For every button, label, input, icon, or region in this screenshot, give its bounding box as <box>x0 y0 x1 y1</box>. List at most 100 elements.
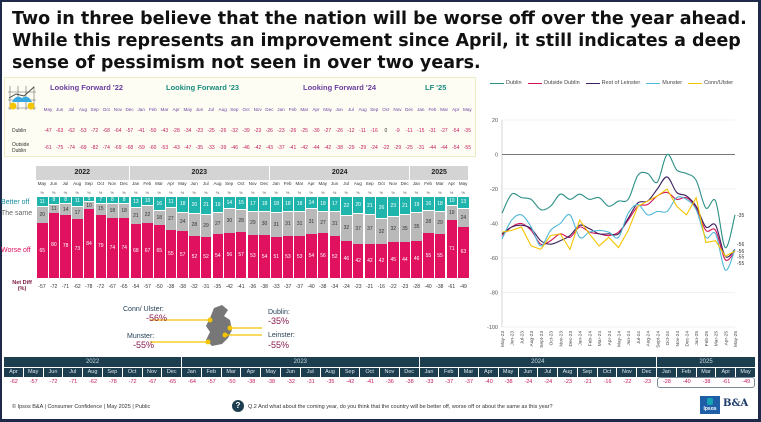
page-title: Two in three believe that the nation wil… <box>12 9 747 73</box>
bar-segment-worse-off: 79 <box>95 214 106 278</box>
bar-segment-worse-off: 80 <box>48 212 60 278</box>
lf-value: -26 <box>335 128 343 134</box>
bar-segment-worse-off: 46 <box>341 240 352 278</box>
bottom-table-value: -57 <box>207 379 216 385</box>
net-diff-value: -72 <box>50 284 58 290</box>
bar-segment-better-off: 17 <box>247 197 259 211</box>
x-tick-label: Sept-24 <box>655 331 661 348</box>
bar-segment-worse-off: 42 <box>376 243 387 278</box>
bar-segment-better-off: 13 <box>130 197 142 208</box>
bar-segment-worse-off: 45 <box>388 241 399 278</box>
ba-logo: B&A <box>723 398 749 409</box>
lf-value: -34 <box>184 128 192 134</box>
bar-segment-the-same: 37 <box>352 213 364 244</box>
bar-month-label: Oct <box>237 181 245 186</box>
bar-segment-the-same: 17 <box>72 205 83 220</box>
lf-month: Sep <box>90 107 99 112</box>
bar-unit-label: % <box>402 190 407 195</box>
bottom-table-value: -38 <box>267 379 276 385</box>
lf-month: May <box>463 107 472 112</box>
bar-year-header: 2024 <box>270 166 410 180</box>
bar-unit-label: % <box>133 190 138 195</box>
net-diff-value: -34 <box>330 284 339 290</box>
lf-month: Dec <box>125 107 134 112</box>
lf-value: -68 <box>102 128 110 134</box>
lf-value: -72 <box>90 128 99 134</box>
ireland-map <box>150 305 262 346</box>
net-diff-value: -72 <box>96 284 105 290</box>
lf-value: -68 <box>125 145 134 151</box>
bar-segment-better-off: 20 <box>352 197 364 214</box>
x-tick-label: Apr-24 <box>607 331 613 346</box>
bar-month-label: Jun <box>190 181 198 186</box>
net-diff-value: -16 <box>377 284 385 290</box>
bar-month-label: Nov <box>248 181 257 186</box>
bottom-table-month: Feb <box>201 368 222 377</box>
y-tick-label: 0 <box>495 153 498 159</box>
bottom-table-value: -62 <box>89 379 98 385</box>
bottom-table-value: -49 <box>742 379 751 385</box>
bar-unit-label: % <box>215 190 220 195</box>
lf-value: -64 <box>114 128 122 134</box>
bar-month-label: Dec <box>119 181 128 186</box>
bar-month-label: Dec <box>260 181 269 186</box>
bar-segment-the-same: 32 <box>376 218 387 244</box>
y-tick-label: -40 <box>490 222 498 228</box>
bottom-table-month: Apr <box>478 368 499 377</box>
bar-year-header: 2023 <box>129 166 269 180</box>
bar-segment-the-same: 29 <box>200 213 212 237</box>
bottom-table-month: Apr <box>716 368 737 377</box>
lf-month: Mar <box>160 107 169 112</box>
lf-value: -62 <box>67 128 75 134</box>
lf-value: -29 <box>358 145 367 151</box>
bar-segment-worse-off: 46 <box>411 240 422 278</box>
bar-segment-better-off: 10 <box>446 197 457 206</box>
bottom-table-value: -38 <box>702 379 711 385</box>
bottom-table-value: -67 <box>148 379 157 385</box>
lf-value: -44 <box>440 145 448 151</box>
net-diff-value: -37 <box>284 284 292 290</box>
bar-unit-label: % <box>51 190 56 195</box>
x-tick-label: Apr-25 <box>723 331 729 346</box>
bar-unit-label: % <box>75 190 79 195</box>
lf-month: Aug <box>358 107 367 112</box>
bar-segment-better-off: 21 <box>399 197 411 214</box>
bar-unit-label: % <box>309 190 313 195</box>
bar-unit-label: % <box>321 190 325 195</box>
lf-value: -54 <box>452 145 460 151</box>
net-diff-value: -36 <box>248 284 257 290</box>
line-series-conn-ulster <box>501 188 736 258</box>
bottom-table-month: Nov <box>617 368 638 377</box>
bar-segment-the-same: 37 <box>364 214 376 244</box>
lf-value: -43 <box>160 128 169 134</box>
bar-month-label: Sep <box>365 181 374 186</box>
bar-segment-better-off: 18 <box>294 197 305 212</box>
lf-month: Sep <box>230 107 239 112</box>
line-end-label: -35 <box>737 213 744 219</box>
bar-segment-the-same: 31 <box>294 211 305 236</box>
lf-month: Jun <box>335 107 343 112</box>
lf-value: -25 <box>207 128 215 134</box>
x-tick-label: Nov-24 <box>675 331 681 347</box>
bottom-table-month: Sep <box>340 368 361 377</box>
legend-label: Dublin <box>506 80 522 87</box>
lf-month: Nov <box>113 107 122 112</box>
bar-segment-worse-off: 54 <box>259 235 270 278</box>
lf-value: -53 <box>79 128 87 134</box>
x-tick-label: Mar-25 <box>714 331 720 347</box>
lf-value: -11 <box>405 128 413 134</box>
x-tick-label: Sept-23 <box>539 331 545 348</box>
bar-segment-worse-off: 53 <box>247 234 259 278</box>
x-tick-label: Feb-24 <box>587 331 593 347</box>
bar-segment-better-off: 8 <box>118 197 130 204</box>
bottom-table-month: Dec <box>637 368 658 377</box>
legend-item: Outside Dublin <box>527 80 580 87</box>
bar-segment-worse-off: 55 <box>434 234 446 278</box>
bar-segment-worse-off: 74 <box>107 218 118 278</box>
bar-segment-the-same: 14 <box>60 203 71 215</box>
bottom-table-value: -23 <box>564 379 572 385</box>
legend-label: Outside Dublin <box>543 80 580 87</box>
bar-segment-better-off: 23 <box>388 197 399 216</box>
lf-value: -16 <box>370 128 378 134</box>
x-tick-label: Dec-24 <box>684 331 690 347</box>
